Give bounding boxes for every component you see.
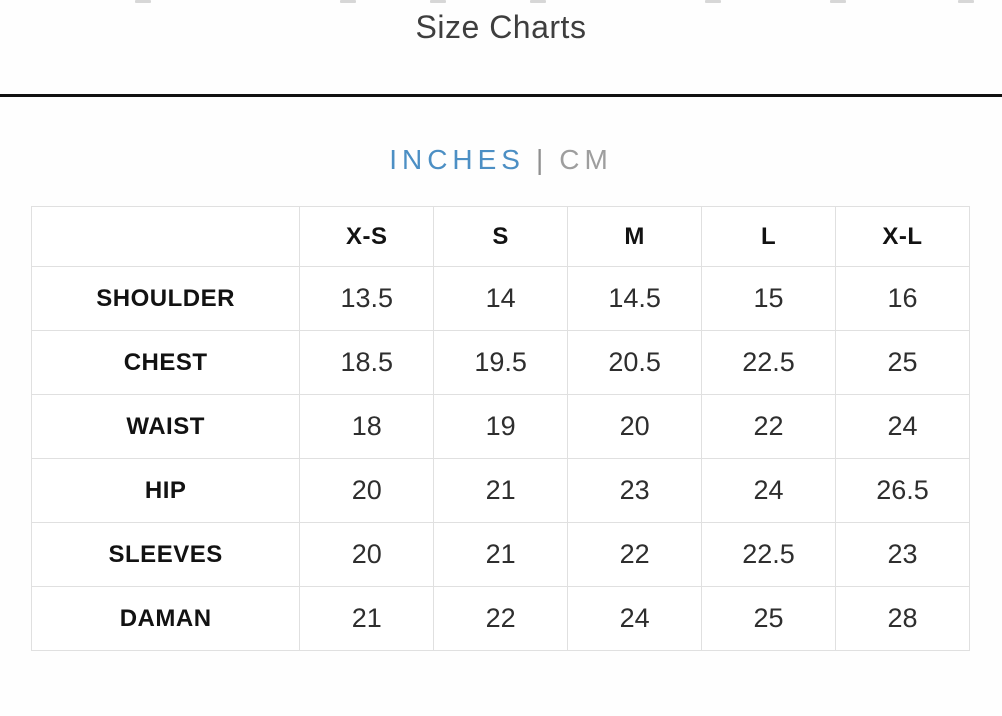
page-title: Size Charts xyxy=(415,9,587,45)
measurement-value: 18.5 xyxy=(299,330,435,395)
clipped-text-remnant xyxy=(430,0,446,3)
measurement-value: 20 xyxy=(299,458,435,523)
measurement-value: 21 xyxy=(433,522,569,587)
size-header-row: X-S S M L X-L xyxy=(30,206,970,267)
size-column-header: X-S xyxy=(299,206,435,267)
measurement-value: 23 xyxy=(835,522,970,587)
measurement-value: 14.5 xyxy=(567,266,703,331)
measurement-value: 20 xyxy=(299,522,435,587)
measurement-value: 23 xyxy=(567,458,703,523)
unit-tab-inches[interactable]: INCHES xyxy=(389,144,525,175)
header-divider xyxy=(0,94,1002,97)
measurement-value: 19 xyxy=(433,394,569,459)
unit-toggle-separator: | xyxy=(535,144,544,175)
measurement-value: 21 xyxy=(433,458,569,523)
measurement-label: DAMAN xyxy=(30,586,301,651)
measurement-value: 14 xyxy=(433,266,569,331)
measurement-value: 25 xyxy=(835,330,970,395)
measurement-label: CHEST xyxy=(30,330,301,395)
unit-toggle: INCHES | CM xyxy=(0,144,1002,176)
measurement-value: 15 xyxy=(701,266,837,331)
measurement-value: 19.5 xyxy=(433,330,569,395)
measurement-value: 22 xyxy=(567,522,703,587)
size-column-header: S xyxy=(433,206,569,267)
measurement-value: 22.5 xyxy=(701,330,837,395)
size-column-header: M xyxy=(567,206,703,267)
table-row: HIP 20 21 23 24 26.5 xyxy=(30,458,970,523)
table-row: SHOULDER 13.5 14 14.5 15 16 xyxy=(30,266,970,331)
measurement-value: 28 xyxy=(835,586,970,651)
clipped-text-remnant xyxy=(705,0,721,3)
measurement-value: 22 xyxy=(701,394,837,459)
measurement-value: 24 xyxy=(701,458,837,523)
measurement-value: 25 xyxy=(701,586,837,651)
clipped-text-remnant xyxy=(135,0,151,3)
measurement-value: 20 xyxy=(567,394,703,459)
measurement-value: 24 xyxy=(835,394,970,459)
measurement-label: SHOULDER xyxy=(30,266,301,331)
measurement-label: WAIST xyxy=(30,394,301,459)
measurement-value: 22.5 xyxy=(701,522,837,587)
table-row: DAMAN 21 22 24 25 28 xyxy=(30,586,970,651)
measurement-value: 18 xyxy=(299,394,435,459)
measurement-value: 24 xyxy=(567,586,703,651)
measurement-value: 26.5 xyxy=(835,458,970,523)
clipped-text-remnant xyxy=(530,0,546,3)
measurement-value: 21 xyxy=(299,586,435,651)
size-column-header: L xyxy=(701,206,837,267)
measurement-value: 20.5 xyxy=(567,330,703,395)
size-chart-table: X-S S M L X-L SHOULDER 13.5 14 14.5 15 16 CHEST 18.… xyxy=(30,206,970,651)
measurement-value: 13.5 xyxy=(299,266,435,331)
measurement-label: HIP xyxy=(30,458,301,523)
measurement-label: SLEEVES xyxy=(30,522,301,587)
clipped-text-remnant xyxy=(340,0,356,3)
unit-tab-cm[interactable]: CM xyxy=(559,144,613,175)
table-row: WAIST 18 19 20 22 24 xyxy=(30,394,970,459)
table-row: SLEEVES 20 21 22 22.5 23 xyxy=(30,522,970,587)
size-column-header: X-L xyxy=(835,206,970,267)
measurement-value: 16 xyxy=(835,266,970,331)
clipped-text-remnant xyxy=(958,0,974,3)
clipped-text-remnant xyxy=(830,0,846,3)
measurement-value: 22 xyxy=(433,586,569,651)
table-corner-cell xyxy=(30,206,301,267)
table-row: CHEST 18.5 19.5 20.5 22.5 25 xyxy=(30,330,970,395)
